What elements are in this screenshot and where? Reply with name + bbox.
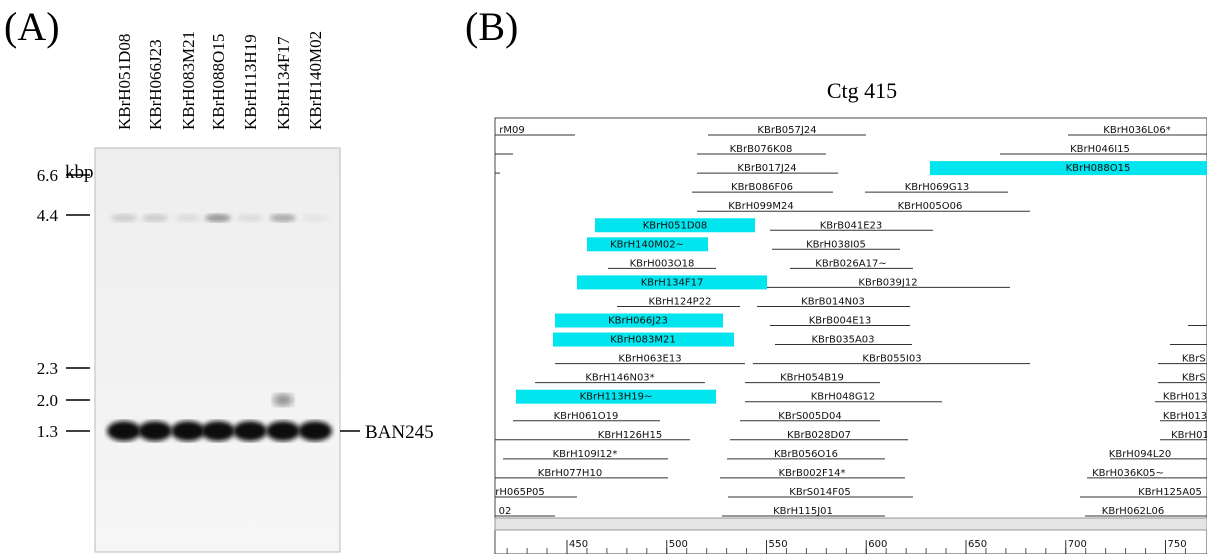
panel-label: (A) <box>4 4 60 49</box>
marker-label: 4.4 <box>37 206 59 225</box>
clone-label: KBrH125A05 <box>1138 487 1202 498</box>
ruler-bar <box>495 518 1207 530</box>
clone-label: KBrB041E23 <box>820 220 883 231</box>
clone-label: KBrH146N03* <box>585 373 654 384</box>
clone-label: KBrS014F05 <box>789 487 850 498</box>
band <box>171 421 205 441</box>
clone-label: KBrH003O18 <box>630 258 695 269</box>
band <box>233 421 267 441</box>
clone-label: KBrH036K05~ <box>1092 468 1164 479</box>
ruler-label: 750 <box>1168 539 1187 550</box>
clone-label: KBrH077H10 <box>538 468 602 479</box>
marker-label: 2.3 <box>37 359 58 378</box>
clone-label: KBrH01 <box>1171 430 1207 441</box>
marker-label: 1.3 <box>37 422 58 441</box>
clone-label: KBrH140M02~ <box>610 239 684 250</box>
clone-label: KBrH088O15 <box>1066 163 1131 174</box>
clone-label: 02 <box>499 506 512 517</box>
panel-label: (B) <box>465 4 518 49</box>
clone-label: KBrB002F14* <box>779 468 846 479</box>
clone-label: KBrH036L06* <box>1103 125 1170 136</box>
blot <box>95 148 340 552</box>
faint-band <box>302 214 328 222</box>
faint-band <box>175 214 201 222</box>
clone-label: KBrH062L06 <box>1102 506 1164 517</box>
clone-label: KBrH115J01 <box>773 506 833 517</box>
clone-label: KBrB035A03 <box>811 335 874 346</box>
ruler-label: 450 <box>569 539 588 550</box>
clone-label: KBrB028D07 <box>787 430 851 441</box>
lane-label: KBrH088O15 <box>209 34 228 130</box>
clone-label: KBrB055I03 <box>862 354 921 365</box>
lane-label: KBrH051D08 <box>115 34 134 130</box>
clone-label: KBrB086F06 <box>731 182 793 193</box>
clone-label: KBrH094L20 <box>1109 449 1171 460</box>
ruler-label: 550 <box>769 539 788 550</box>
clone-label: KBrB017J24 <box>737 163 796 174</box>
clone-label: KBrH126H15 <box>598 430 662 441</box>
marker-label: 6.6 <box>37 166 58 185</box>
lane-label: KBrH083M21 <box>179 31 198 130</box>
faint-band <box>270 214 296 222</box>
clone-label: KBrB076K08 <box>730 144 793 155</box>
clone-label: KBrH066J23 <box>608 316 668 327</box>
faint-band <box>111 214 137 222</box>
clone-label: KBrS1 <box>1182 373 1207 384</box>
clone-label: KBrS005D04 <box>778 411 841 422</box>
marker-label: 2.0 <box>37 391 58 410</box>
clone-label: KBrB014N03 <box>801 296 865 307</box>
figure: (A) (B) kbp BAN245 Ctg 415 rM09 KBrB057J2… <box>0 0 1207 554</box>
lane-label: KBrH134F17 <box>274 36 293 130</box>
clone-label: KBrH083M21 <box>610 335 676 346</box>
ruler-label: 650 <box>968 539 987 550</box>
clone-label: KBrH069G13 <box>905 182 970 193</box>
clone-label: KBrB004E13 <box>809 316 872 327</box>
band <box>298 421 332 441</box>
clone-label: rH065P05 <box>495 487 544 498</box>
clone-label: KBrH054B19 <box>780 373 844 384</box>
clone-label: rM09 <box>499 125 524 136</box>
clone-label: KBrH113H19~ <box>580 392 653 403</box>
probe-label: BAN245 <box>365 422 434 443</box>
clone-label: KBrH046I15 <box>1070 144 1130 155</box>
clone-label: KBrH109I12* <box>553 449 618 460</box>
clone-label: KBrH038I05 <box>806 239 866 250</box>
unit-label: kbp <box>65 162 94 183</box>
band <box>201 421 235 441</box>
clone-label: KBrH124P22 <box>649 296 712 307</box>
clone-label: KBrH048G12 <box>811 392 876 403</box>
clone-label: KBrH005O06 <box>898 201 963 212</box>
clone-label: KBrH051D08 <box>643 220 708 231</box>
faint-band <box>142 214 168 222</box>
band <box>107 421 141 441</box>
contig-title: Ctg 415 <box>827 78 897 103</box>
clone-label: KBrB026A17~ <box>815 258 886 269</box>
faint-band <box>205 214 231 222</box>
clone-label: KBrB057J24 <box>757 125 816 136</box>
lane-label: KBrH113H19 <box>241 34 260 130</box>
band <box>273 394 293 406</box>
clone-label: KBrH063E13 <box>618 354 681 365</box>
lane-label: KBrH140M02 <box>306 31 325 130</box>
clone-label: KBrH013 <box>1163 392 1207 403</box>
ruler-label: 500 <box>669 539 688 550</box>
clone-label: KBrH099M24 <box>728 201 794 212</box>
lane-label: KBrH066J23 <box>146 39 165 130</box>
clone-label: KBrS1 <box>1182 354 1207 365</box>
ruler-label: 700 <box>1068 539 1087 550</box>
clone-label: KBrH134F17 <box>641 277 704 288</box>
clone-label: KBrB039J12 <box>858 277 917 288</box>
band <box>138 421 172 441</box>
ruler-label: 600 <box>868 539 887 550</box>
clone-label: KBrB056O16 <box>774 449 838 460</box>
band <box>266 421 300 441</box>
clone-label: KBrH013 <box>1163 411 1207 422</box>
clone-label: KBrH061O19 <box>554 411 619 422</box>
faint-band <box>237 214 263 222</box>
